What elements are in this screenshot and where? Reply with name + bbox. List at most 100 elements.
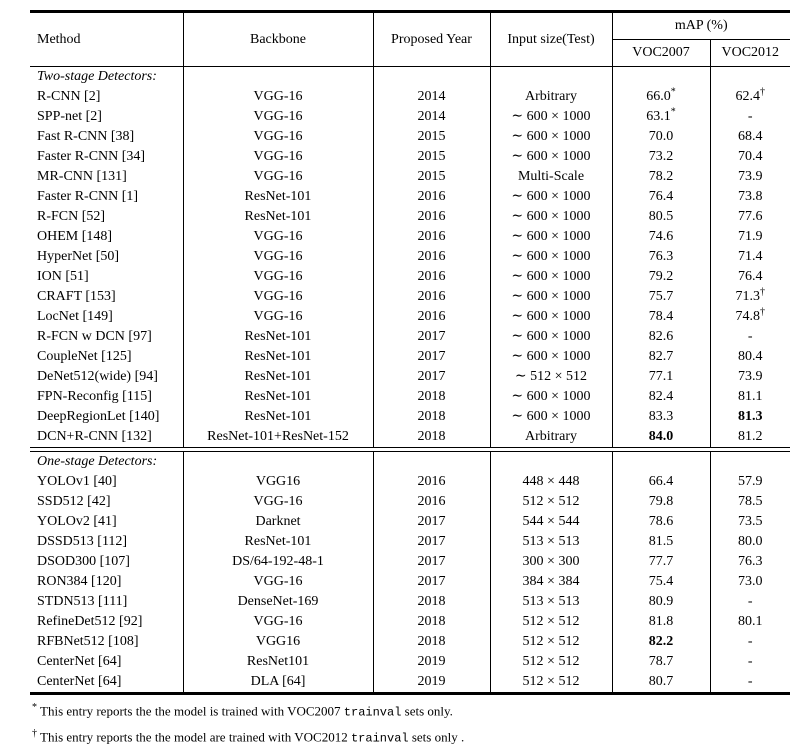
- backbone-cell: ResNet-101: [182, 207, 373, 227]
- input-size-cell: 448 × 448: [489, 472, 612, 492]
- year-cell: 2016: [372, 287, 490, 307]
- year-cell: 2017: [372, 327, 490, 347]
- voc2007-cell: 84.0: [611, 427, 710, 448]
- voc2007-cell: 78.6: [611, 512, 710, 532]
- backbone-cell: ResNet-101: [182, 387, 373, 407]
- method-cell: RefineDet512 [92]: [37, 614, 143, 629]
- method-cell: OHEM [148]: [37, 229, 113, 244]
- section-label: Two-stage Detectors:: [37, 69, 157, 84]
- year-cell: 2018: [372, 387, 490, 407]
- input-size-cell: ∼ 512 × 512: [489, 367, 612, 387]
- input-size-cell: ∼ 600 × 1000: [489, 127, 612, 147]
- section-label: One-stage Detectors:: [37, 454, 158, 469]
- header-method: Method: [37, 31, 81, 47]
- year-cell: 2016: [372, 247, 490, 267]
- year-cell: 2016: [372, 472, 490, 492]
- backbone-cell: ResNet-101: [182, 367, 373, 387]
- method-cell: CenterNet [64]: [37, 654, 122, 669]
- empty-cell: [709, 66, 791, 87]
- input-size-cell: 512 × 512: [489, 672, 612, 694]
- asterisk-marker: *: [670, 107, 676, 118]
- backbone-cell: ResNet-101: [182, 187, 373, 207]
- voc2012-cell: 77.6: [709, 207, 791, 227]
- input-size-cell: ∼ 600 × 1000: [489, 207, 612, 227]
- header-voc2007: VOC2007: [611, 39, 710, 67]
- year-cell: 2015: [372, 167, 490, 187]
- input-size-cell: 300 × 300: [489, 552, 612, 572]
- method-cell: CRAFT [153]: [37, 289, 116, 304]
- table-row: FPN-Reconfig [115] ResNet-101 2018 ∼ 600 × …: [30, 387, 791, 407]
- voc2012-cell: 68.4: [709, 127, 791, 147]
- voc2007-cell: 66.0*: [611, 87, 710, 107]
- voc2012-cell: 73.8: [709, 187, 791, 207]
- voc2007-cell: 75.7: [611, 287, 710, 307]
- method-cell: Faster R-CNN [1]: [37, 189, 139, 204]
- method-cell: DSSD513 [112]: [37, 534, 128, 549]
- voc2007-cell: 82.7: [611, 347, 710, 367]
- empty-cell: [611, 451, 710, 472]
- section-divider-line: [30, 447, 791, 452]
- year-cell: 2015: [372, 147, 490, 167]
- table-row: ION [51] VGG-16 2016 ∼ 600 × 1000 79.2 76.4: [30, 267, 791, 287]
- method-cell: SPP-net [2]: [37, 109, 102, 124]
- table-row: HyperNet [50] VGG-16 2016 ∼ 600 × 1000 76.3 7…: [30, 247, 791, 267]
- input-size-cell: Multi-Scale: [489, 167, 612, 187]
- voc2012-cell: 74.8†: [709, 307, 791, 327]
- method-cell: MR-CNN [131]: [37, 169, 127, 184]
- voc2012-cell: 73.5: [709, 512, 791, 532]
- empty-cell: [489, 66, 612, 87]
- year-cell: 2015: [372, 127, 490, 147]
- table-row: R-CNN [2] VGG-16 2014 Arbitrary 66.0* 62.4†: [30, 87, 791, 107]
- year-cell: 2018: [372, 427, 490, 448]
- header-map-group: mAP (%): [611, 11, 791, 40]
- input-size-cell: 512 × 512: [489, 632, 612, 652]
- input-size-cell: ∼ 600 × 1000: [489, 107, 612, 127]
- voc2012-cell: 73.0: [709, 572, 791, 592]
- voc2007-cell: 76.3: [611, 247, 710, 267]
- backbone-cell: VGG-16: [182, 167, 373, 187]
- year-cell: 2019: [372, 652, 490, 672]
- voc2012-cell: 71.4: [709, 247, 791, 267]
- input-size-cell: ∼ 600 × 1000: [489, 147, 612, 167]
- voc2012-cell: -: [709, 632, 791, 652]
- voc2012-cell: 80.1: [709, 612, 791, 632]
- input-size-cell: Arbitrary: [489, 87, 612, 107]
- year-cell: 2018: [372, 632, 490, 652]
- voc2007-cell: 78.7: [611, 652, 710, 672]
- voc2007-cell: 80.5: [611, 207, 710, 227]
- voc2007-cell: 83.3: [611, 407, 710, 427]
- method-cell: YOLOv2 [41]: [37, 514, 117, 529]
- voc2007-cell: 79.2: [611, 267, 710, 287]
- input-size-cell: ∼ 600 × 1000: [489, 187, 612, 207]
- year-cell: 2018: [372, 612, 490, 632]
- table-body: Two-stage Detectors: R-CNN [2] VGG-16 2014 A…: [30, 66, 791, 694]
- table-row: YOLOv1 [40] VGG16 2016 448 × 448 66.4 57.9: [30, 472, 791, 492]
- input-size-cell: 512 × 512: [489, 652, 612, 672]
- input-size-cell: ∼ 600 × 1000: [489, 387, 612, 407]
- empty-cell: [182, 451, 373, 472]
- year-cell: 2017: [372, 532, 490, 552]
- backbone-cell: VGG-16: [182, 612, 373, 632]
- asterisk-marker: *: [670, 87, 676, 98]
- empty-cell: [489, 451, 612, 472]
- dagger-marker: †: [760, 307, 765, 318]
- voc2007-cell: 63.1*: [611, 107, 710, 127]
- backbone-cell: ResNet-101: [182, 532, 373, 552]
- method-cell: Faster R-CNN [34]: [37, 149, 146, 164]
- year-cell: 2019: [372, 672, 490, 694]
- dagger-marker: †: [760, 287, 765, 298]
- year-cell: 2016: [372, 307, 490, 327]
- table-row: Faster R-CNN [34] VGG-16 2015 ∼ 600 × 1000 7…: [30, 147, 791, 167]
- asterisk-marker: *: [32, 702, 37, 713]
- method-cell: ION [51]: [37, 269, 89, 284]
- table-row: Faster R-CNN [1] ResNet-101 2016 ∼ 600 × 10…: [30, 187, 791, 207]
- table-row: LocNet [149] VGG-16 2016 ∼ 600 × 1000 78.4 74…: [30, 307, 791, 327]
- header-proposed-year: Proposed Year: [372, 11, 490, 67]
- voc2007-cell: 77.1: [611, 367, 710, 387]
- empty-cell: [182, 66, 373, 87]
- voc2012-cell: -: [709, 107, 791, 127]
- voc2007-cell: 74.6: [611, 227, 710, 247]
- backbone-cell: DS/64-192-48-1: [182, 552, 373, 572]
- input-size-cell: ∼ 600 × 1000: [489, 247, 612, 267]
